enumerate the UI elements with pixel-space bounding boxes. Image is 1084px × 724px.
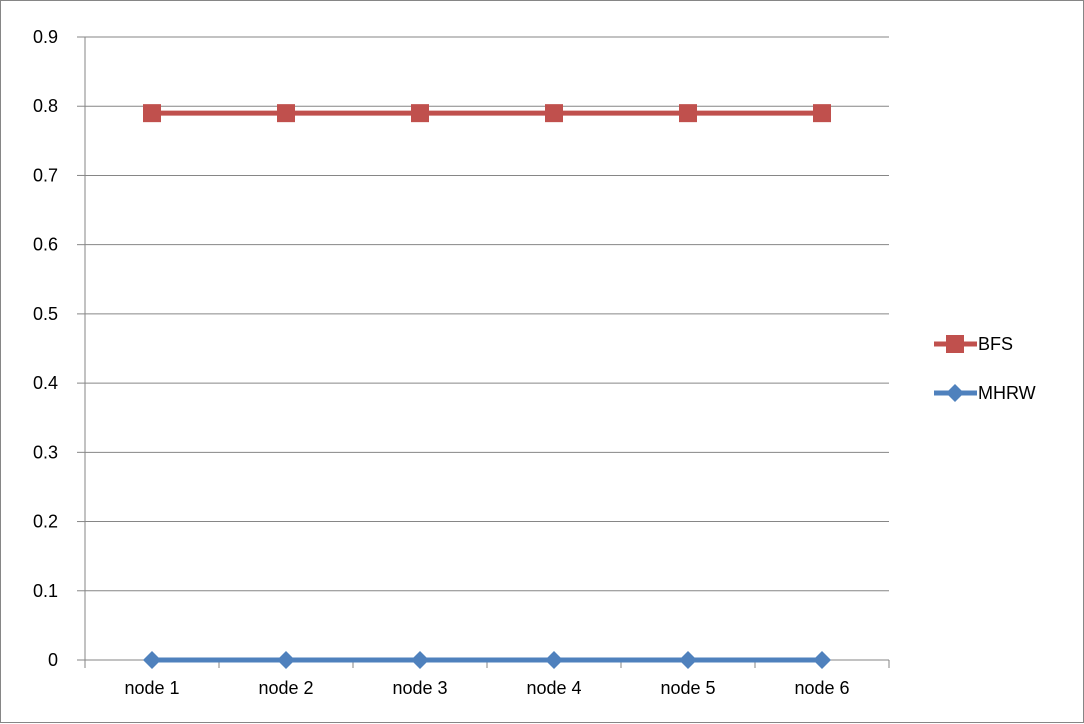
data-point-mhrw-1 [143, 651, 161, 669]
y-tick-label-4: 0.4 [33, 373, 58, 393]
gridlines [85, 36, 889, 592]
x-tick-label-3: node 4 [526, 678, 581, 698]
data-point-mhrw-4 [545, 651, 563, 669]
data-point-bfs-4 [545, 104, 563, 123]
y-tick-label-0: 0 [48, 650, 58, 670]
data-point-bfs-5 [679, 104, 697, 123]
x-tick-label-4: node 5 [660, 678, 715, 698]
y-tick-label-7: 0.7 [33, 165, 58, 185]
x-tick-label-1: node 2 [258, 678, 313, 698]
series-mhrw [143, 651, 831, 669]
y-tick-label-2: 0.2 [33, 512, 58, 532]
data-point-mhrw-5 [679, 651, 697, 669]
legend-marker-mhrw [946, 384, 964, 402]
data-point-mhrw-6 [813, 651, 831, 669]
legend-entry-mhrw: MHRW [934, 383, 1036, 403]
axes [77, 36, 890, 668]
data-point-mhrw-3 [411, 651, 429, 669]
data-point-bfs-3 [411, 104, 429, 123]
legend: BFS MHRW [934, 334, 1036, 403]
x-tick-label-5: node 6 [794, 678, 849, 698]
legend-entry-bfs: BFS [934, 334, 1013, 354]
y-tick-label-1: 0.1 [33, 581, 58, 601]
data-point-bfs-6 [813, 104, 831, 123]
x-tick-label-2: node 3 [392, 678, 447, 698]
legend-label-mhrw: MHRW [978, 383, 1036, 403]
series [143, 104, 831, 669]
data-point-bfs-1 [143, 104, 161, 123]
y-tick-label-8: 0.8 [33, 96, 58, 116]
x-tick-label-0: node 1 [124, 678, 179, 698]
x-tick-labels: node 1 node 2 node 3 node 4 node 5 node 6 [124, 678, 849, 698]
y-tick-labels: 0 0.1 0.2 0.3 0.4 0.5 0.6 0.7 0.8 0.9 [33, 27, 58, 670]
y-tick-label-6: 0.6 [33, 235, 58, 255]
y-tick-label-5: 0.5 [33, 304, 58, 324]
y-tick-label-3: 0.3 [33, 442, 58, 462]
legend-marker-bfs [946, 335, 964, 353]
y-tick-label-9: 0.9 [33, 27, 58, 47]
data-point-mhrw-2 [277, 651, 295, 669]
series-bfs [143, 104, 831, 123]
data-point-bfs-2 [277, 104, 295, 123]
legend-label-bfs: BFS [978, 334, 1013, 354]
